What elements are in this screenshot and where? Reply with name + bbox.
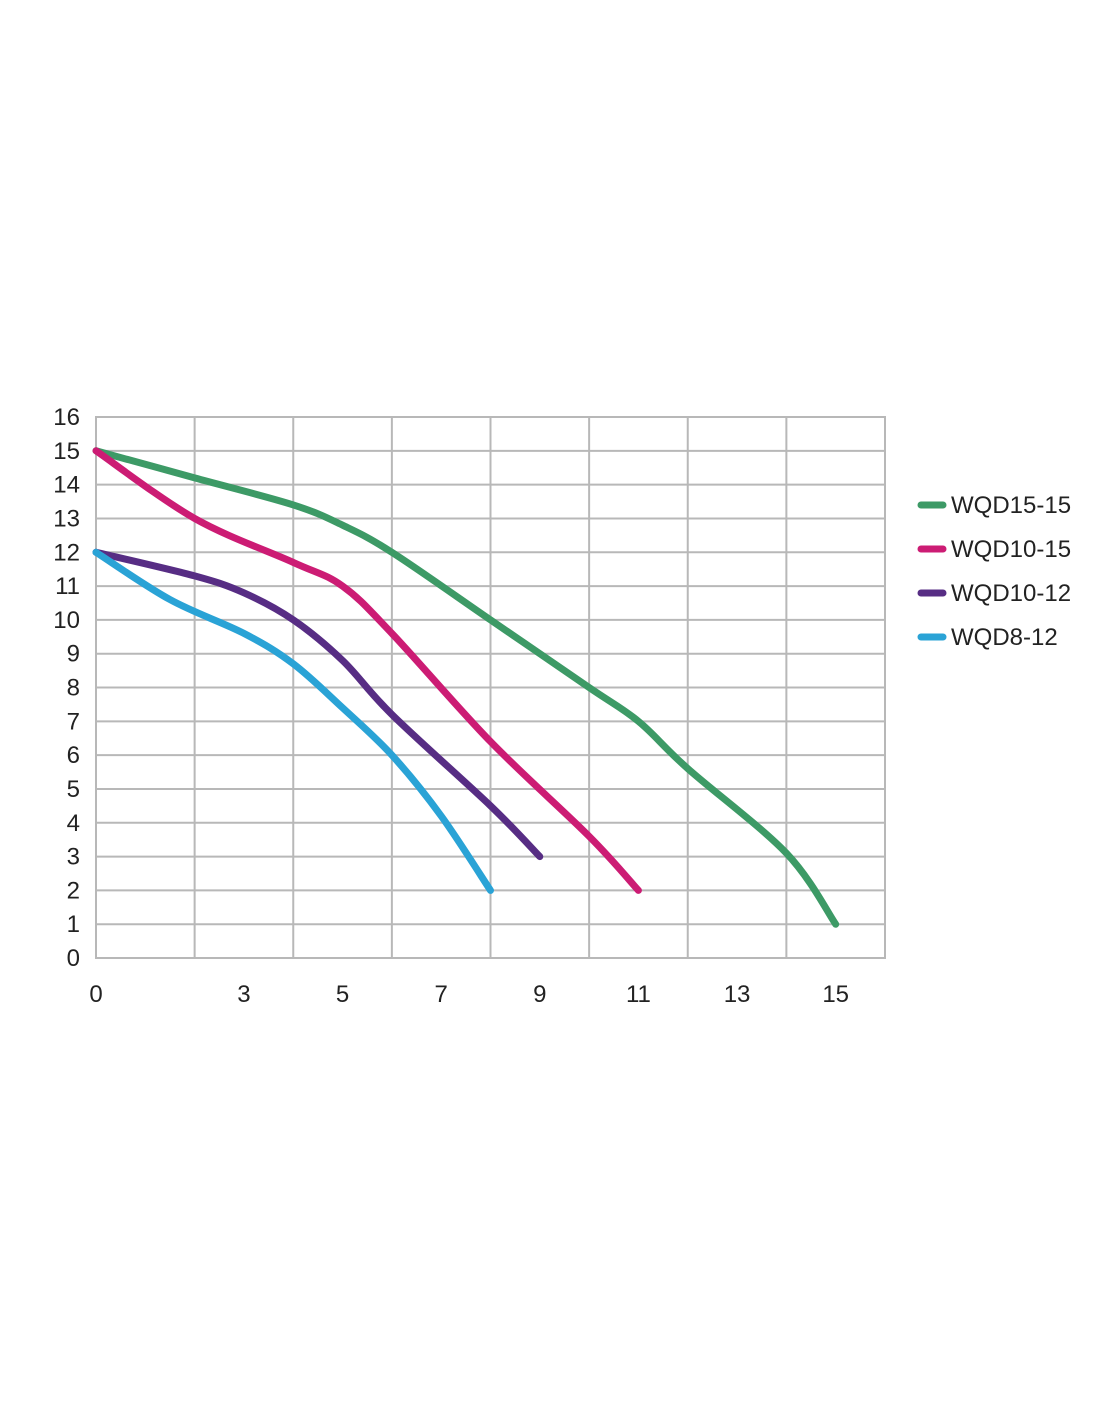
y-tick-label: 0	[67, 945, 80, 972]
legend-label-wqd10-15: WQD10-15	[951, 536, 1071, 563]
legend-label-wqd8-12: WQD8-12	[951, 624, 1058, 651]
x-axis-ticks: 0 3 5 7 9 11 13 15	[89, 981, 849, 1008]
y-tick-label: 7	[67, 708, 80, 735]
series-line-wqd10-12	[92, 548, 544, 861]
y-tick-label: 13	[53, 505, 80, 532]
x-tick-label: 3	[237, 981, 250, 1008]
grid	[95, 416, 886, 959]
y-tick-label: 1	[67, 911, 80, 938]
y-tick-label: 4	[67, 810, 80, 837]
y-tick-label: 2	[67, 877, 80, 904]
y-tick-label: 10	[53, 607, 80, 634]
x-tick-label: 7	[435, 981, 448, 1008]
x-tick-label: 9	[533, 981, 546, 1008]
y-tick-label: 15	[53, 438, 80, 465]
y-tick-label: 16	[53, 404, 80, 431]
legend: WQD15-15 WQD10-15 WQD10-12 WQD8-12	[917, 492, 1071, 651]
legend-label-wqd10-12: WQD10-12	[951, 580, 1071, 607]
y-tick-label: 12	[53, 539, 80, 566]
x-tick-label: 0	[89, 981, 102, 1008]
x-tick-label: 11	[626, 981, 651, 1008]
y-tick-label: 9	[67, 641, 80, 668]
x-tick-label: 13	[724, 981, 751, 1008]
series-line-wqd8-12	[92, 548, 494, 894]
y-tick-label: 3	[67, 844, 80, 871]
y-tick-label: 5	[67, 776, 80, 803]
y-tick-label: 6	[67, 742, 80, 769]
series-lines	[92, 447, 840, 928]
x-tick-label: 5	[336, 981, 349, 1008]
series-line-wqd10-15	[92, 447, 642, 894]
y-tick-label: 8	[67, 675, 80, 702]
series-line-wqd15-15	[92, 447, 840, 928]
y-tick-label: 11	[55, 573, 80, 600]
x-tick-label: 15	[822, 981, 849, 1008]
y-tick-label: 14	[53, 472, 80, 499]
legend-label-wqd15-15: WQD15-15	[951, 492, 1071, 519]
